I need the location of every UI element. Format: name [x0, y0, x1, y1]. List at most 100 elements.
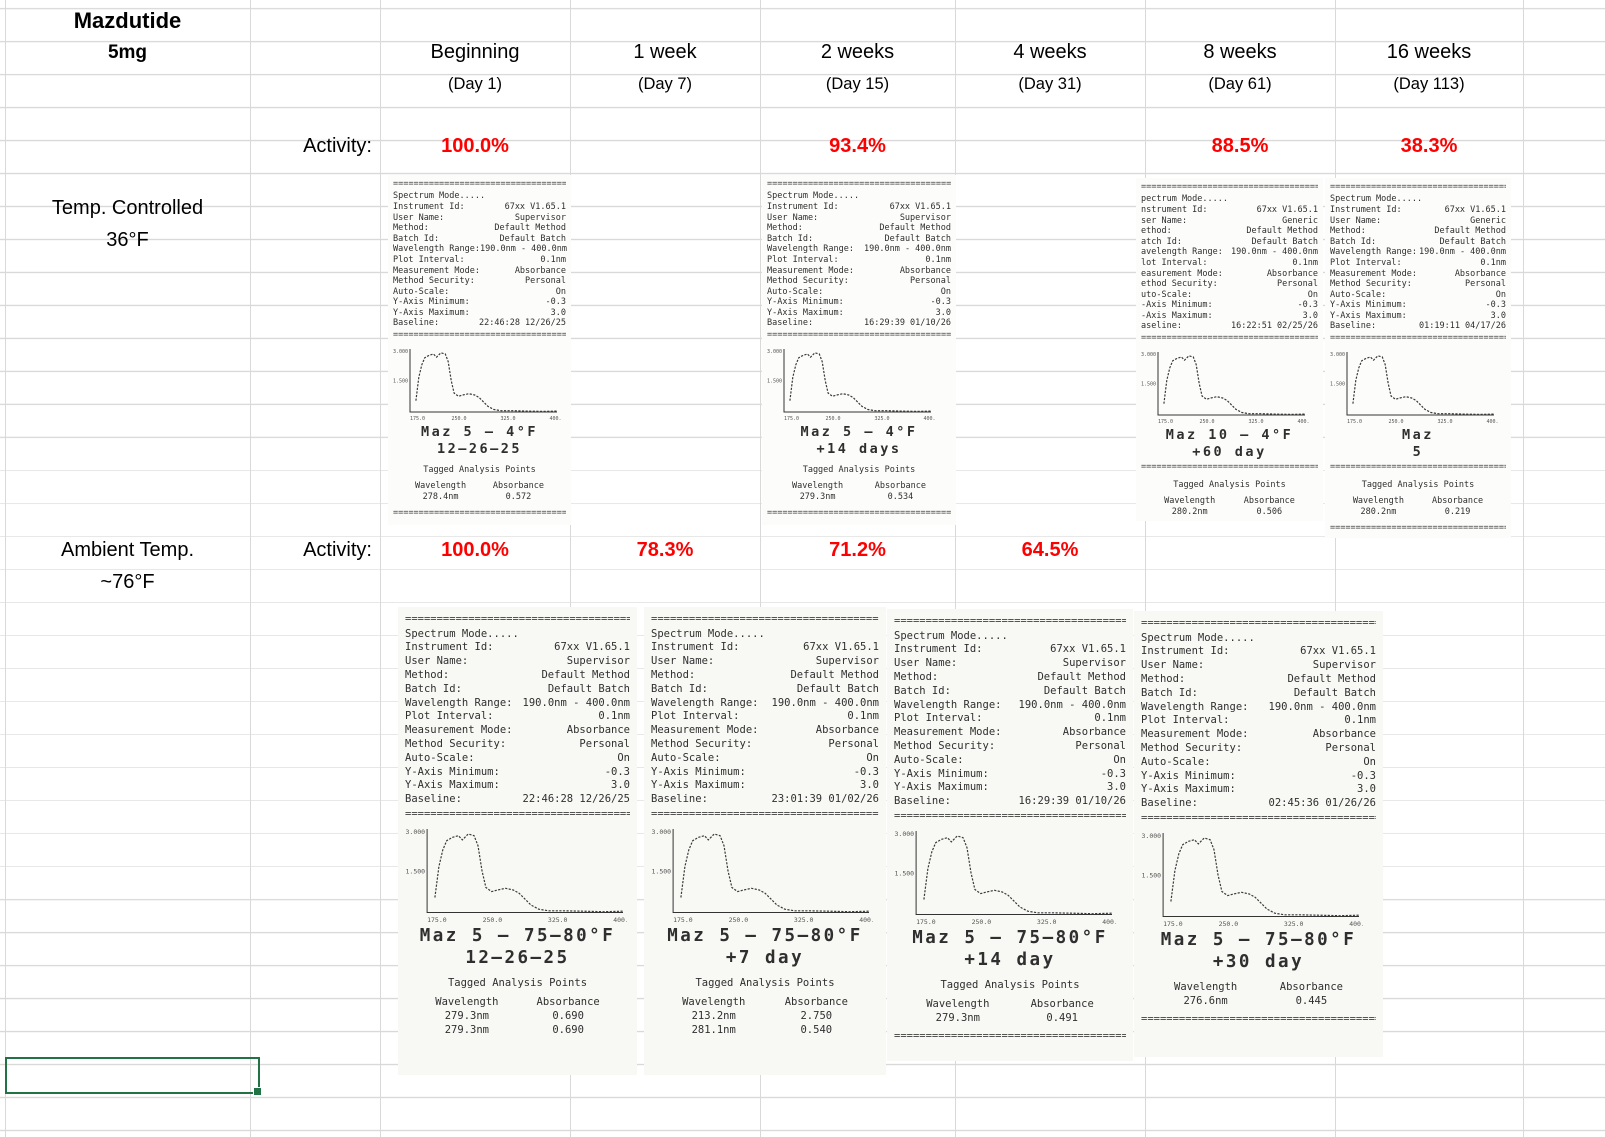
field-value: 190.0nm - 400.0nm [1018, 698, 1126, 711]
absorbance-header: Absorbance [1279, 981, 1343, 994]
condition-temp[interactable]: 36°F [106, 229, 149, 251]
activity-value[interactable]: 71.2% [829, 539, 886, 561]
field-label: pectrum Mode..... [1141, 194, 1228, 205]
printout-header-line: Plot Interval: 0.1nm [651, 710, 879, 724]
wavelength-header: Wavelength [682, 996, 746, 1009]
printout-header-line: User Name: Generic [1330, 216, 1506, 227]
field-label: Wavelength Range: [1141, 700, 1249, 713]
wavelength-header: Wavelength [1352, 495, 1404, 506]
spectrum-printout[interactable]: ========================================… [887, 609, 1133, 1061]
field-label: nstrument Id: [1141, 204, 1208, 215]
activity-value[interactable]: 64.5% [1021, 539, 1079, 561]
column-day-label[interactable]: (Day 7) [637, 75, 693, 93]
field-label: Baseline: [1141, 797, 1198, 810]
column-day-label[interactable]: (Day 31) [1018, 75, 1082, 93]
condition-label[interactable]: Temp. Controlled [51, 197, 204, 219]
sample-subtitle: 12–26–25 [436, 441, 523, 458]
activity-value[interactable]: 100.0% [441, 135, 509, 157]
field-label: Method: [405, 668, 450, 681]
chart-area: 3.000 1.500 175.0 250.0 325.0 400.0 [767, 345, 951, 424]
activity-value[interactable]: 100.0% [441, 539, 509, 561]
analysis-points-table: Wavelength Absorbance 279.3nm 0.534 [767, 481, 951, 503]
table-header-row: Wavelength Absorbance [1141, 980, 1376, 994]
absorbance-spectrum-chart: 3.000 1.500 175.0 250.0 325.0 400.0 [895, 831, 1122, 927]
spectrum-printout[interactable]: ========================================… [398, 607, 637, 1075]
gridline-vertical [250, 0, 251, 1137]
field-value: 0.1nm [540, 254, 566, 265]
printout-header-line: Y-Axis Maximum: 3.0 [651, 779, 879, 793]
column-header-1week[interactable]: 1 week [633, 41, 697, 63]
field-value: 67xx V1.65.1 [803, 641, 879, 654]
sheet-subtitle[interactable]: 5mg [107, 42, 148, 63]
column-header-beginning[interactable]: Beginning [430, 41, 520, 63]
field-value: Default Method [541, 668, 630, 681]
separator: ========================================… [393, 180, 566, 189]
activity-value[interactable]: 93.4% [829, 135, 886, 157]
spectrum-printout[interactable]: ========================================… [1136, 178, 1323, 521]
field-value: On [866, 751, 879, 764]
gridline-vertical [955, 0, 956, 1137]
printout-header: Spectrum Mode..... Instrument Id: 67xx V1.… [1330, 194, 1506, 332]
field-value: 190.0nm - 400.0nm [771, 696, 879, 709]
field-value: Personal [1325, 741, 1376, 754]
printout-header-line: nstrument Id: 67xx V1.65.1 [1141, 205, 1318, 216]
spectrum-printout[interactable]: ========================================… [1134, 611, 1383, 1057]
svg-text:325.0: 325.0 [1248, 419, 1263, 424]
condition-label[interactable]: Ambient Temp. [60, 539, 195, 561]
activity-label[interactable]: Activity: [303, 135, 372, 157]
field-label: Wavelength Range: [1330, 247, 1417, 258]
selected-cell[interactable] [5, 1057, 262, 1096]
printout-header-line: Y-Axis Maximum: 3.0 [894, 781, 1126, 795]
field-value: Absorbance [1312, 728, 1376, 741]
spectrum-printout[interactable]: ========================================… [388, 175, 571, 525]
column-header-4weeks[interactable]: 4 weeks [1013, 41, 1087, 63]
activity-label[interactable]: Activity: [303, 539, 372, 561]
activity-value[interactable]: 78.3% [636, 539, 694, 561]
field-label: User Name: [405, 655, 469, 668]
column-header-2weeks[interactable]: 2 weeks [820, 41, 895, 63]
wavelength-value: 279.3nm [444, 1010, 489, 1023]
fill-handle[interactable] [253, 1087, 262, 1096]
condition-temp[interactable]: ~76°F [100, 571, 155, 593]
tagged-analysis-label: Tagged Analysis Points [695, 977, 835, 990]
column-header-8weeks[interactable]: 8 weeks [1203, 41, 1277, 63]
field-value: On [940, 286, 951, 297]
spectrum-printout[interactable]: ========================================… [1325, 178, 1511, 538]
field-value: Personal [1075, 739, 1126, 752]
field-value: -0.3 [1100, 767, 1126, 780]
printout-header-line: aseline: 16:22:51 02/25/26 [1141, 321, 1318, 332]
wavelength-header: Wavelength [792, 481, 844, 492]
analysis-point-row: 279.3nm 0.690 [405, 1023, 630, 1037]
column-day-label[interactable]: (Day 61) [1208, 75, 1272, 93]
activity-value[interactable]: 38.3% [1400, 135, 1458, 157]
separator: ========================================… [1330, 463, 1506, 473]
printout-header-line: Instrument Id: 67xx V1.65.1 [894, 643, 1126, 657]
absorbance-header: Absorbance [492, 481, 545, 492]
separator: ========================================… [894, 1031, 1126, 1043]
gridline-vertical [1335, 0, 1336, 1137]
field-value: -0.3 [853, 765, 879, 778]
sheet-title[interactable]: Mazdutide [73, 8, 182, 33]
printout-header-line: Measurement Mode: Absorbance [405, 724, 630, 738]
printout-header-line: Wavelength Range: 190.0nm - 400.0nm [894, 699, 1126, 713]
column-header-16weeks[interactable]: 16 weeks [1386, 41, 1472, 63]
field-label: Batch Id: [894, 684, 951, 697]
activity-value[interactable]: 88.5% [1211, 135, 1269, 157]
svg-text:325.0: 325.0 [1284, 920, 1304, 927]
spectrum-printout[interactable]: ========================================… [644, 607, 886, 1075]
column-day-label[interactable]: (Day 113) [1393, 75, 1465, 93]
printout-header: Spectrum Mode..... Instrument Id: 67xx V1.… [651, 628, 879, 807]
wavelength-header: Wavelength [1164, 495, 1216, 506]
absorbance-spectrum-chart: 3.000 1.500 175.0 250.0 325.0 400.0 [406, 829, 633, 925]
field-value: On [1307, 289, 1318, 300]
table-header-row: Wavelength Absorbance [1330, 496, 1506, 507]
field-label: Measurement Mode: [405, 724, 513, 737]
absorbance-header: Absorbance [784, 996, 848, 1009]
svg-text:1.500: 1.500 [1142, 872, 1162, 880]
field-value: Default Method [494, 223, 566, 234]
printout-header-line: Spectrum Mode..... [1330, 194, 1506, 205]
column-day-label[interactable]: (Day 15) [825, 75, 890, 93]
tagged-analysis-label: Tagged Analysis Points [423, 465, 536, 476]
spectrum-printout[interactable]: ========================================… [762, 175, 956, 525]
column-day-label[interactable]: (Day 1) [447, 75, 503, 93]
